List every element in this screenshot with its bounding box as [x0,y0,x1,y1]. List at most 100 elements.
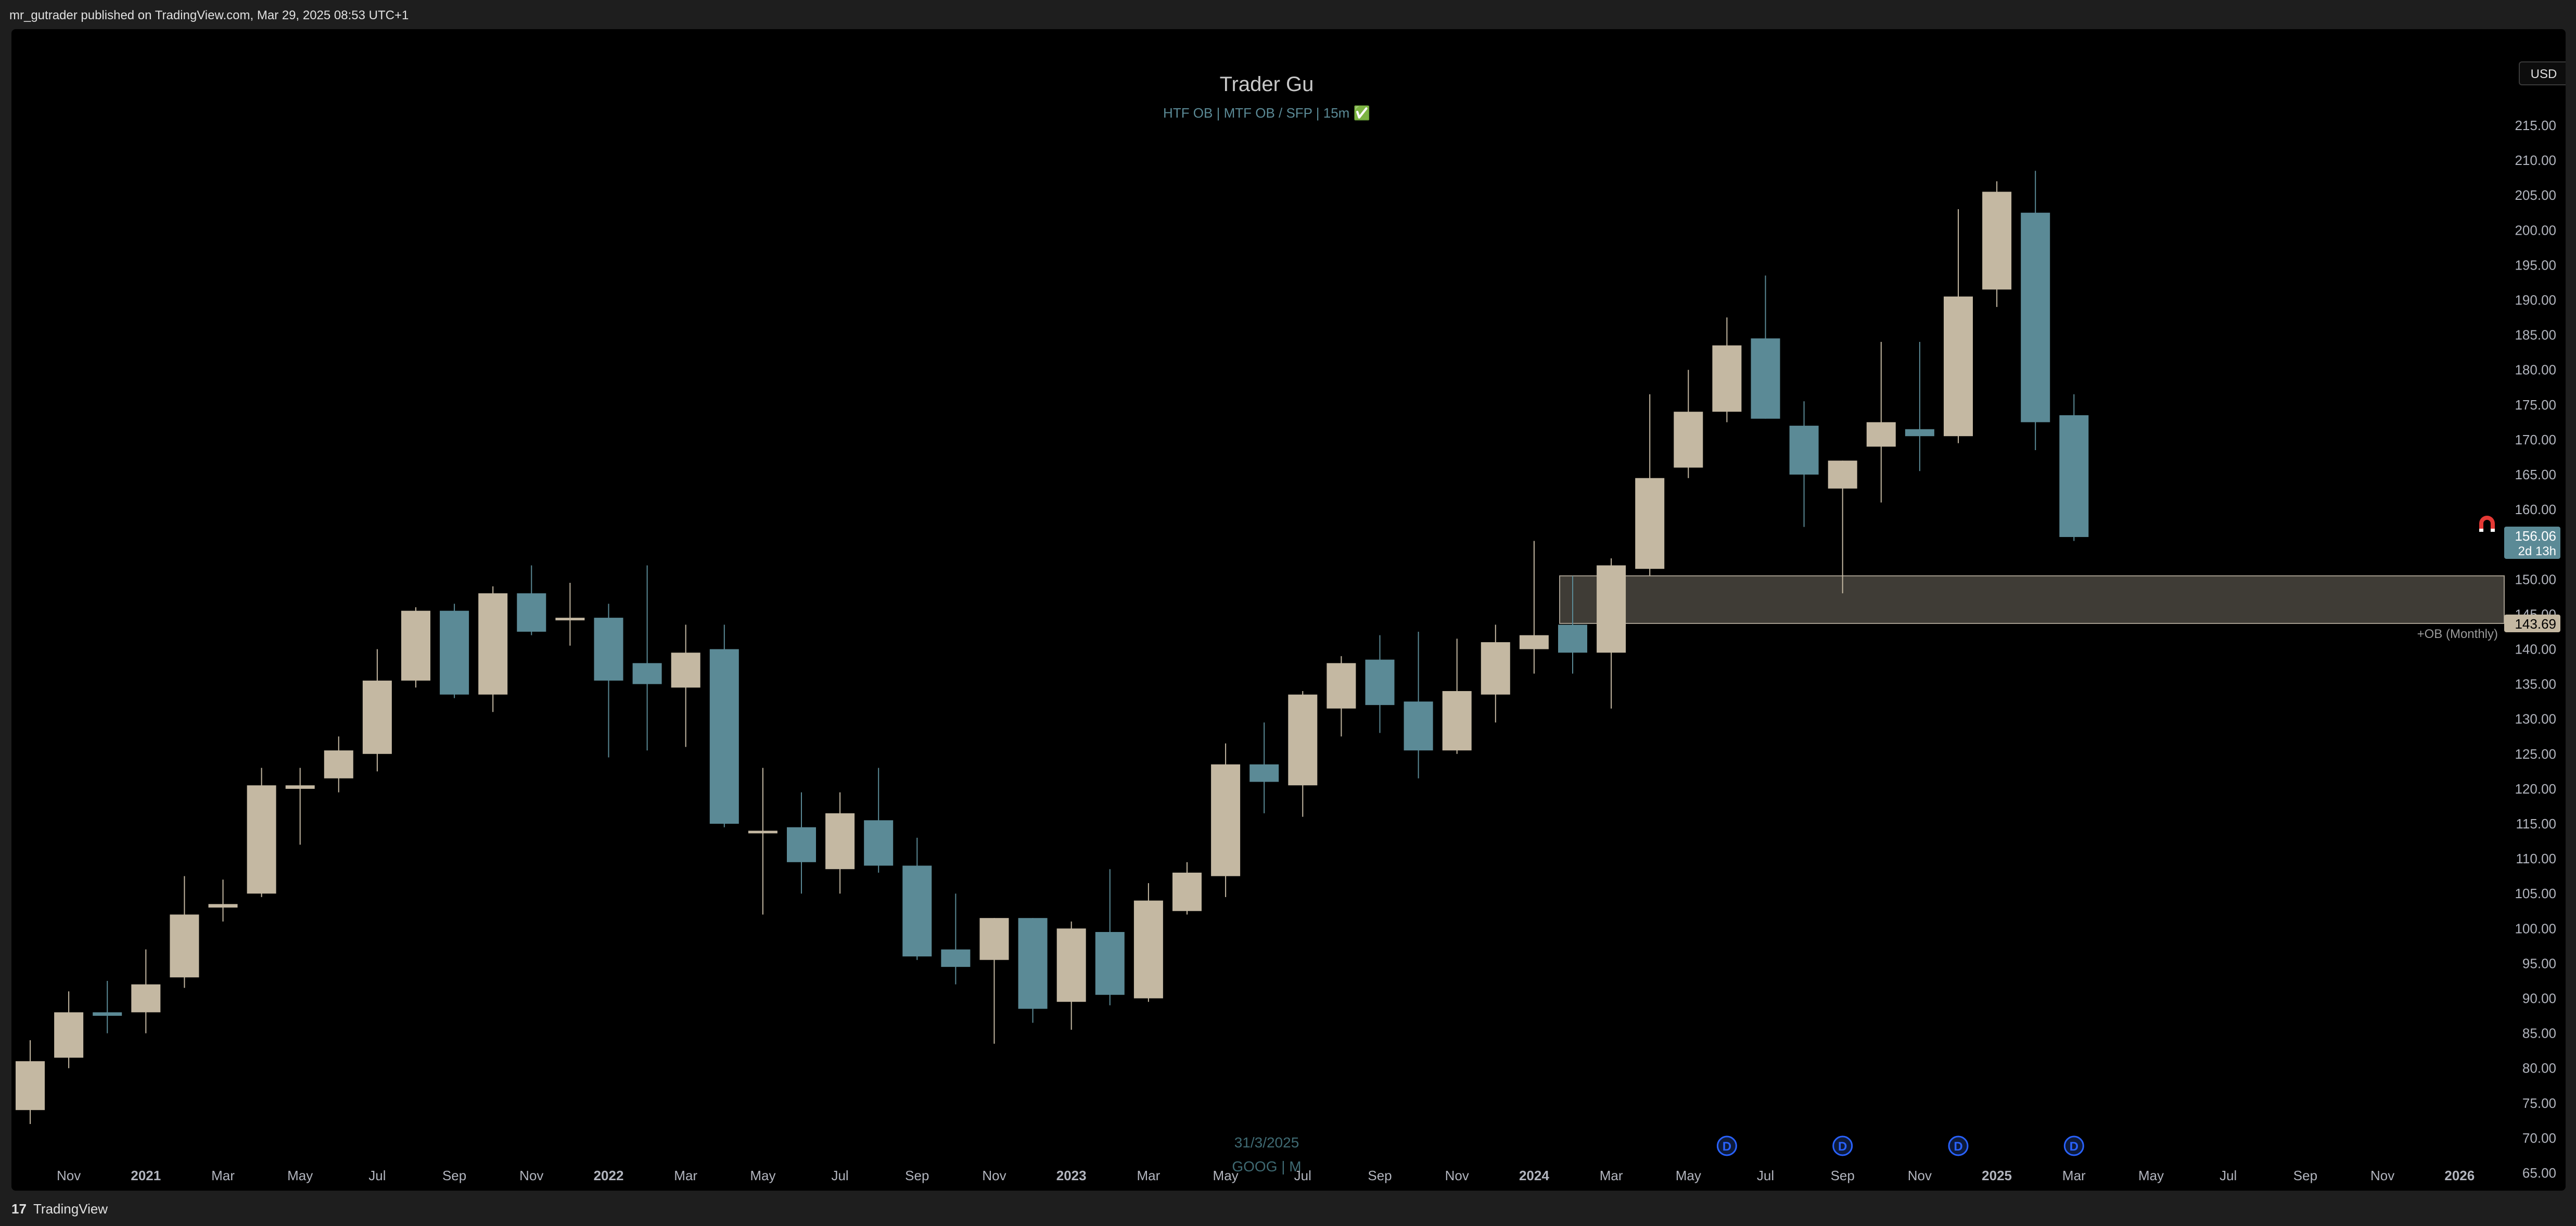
candle [941,893,971,985]
y-axis-tick-label: 90.00 [2522,991,2556,1006]
x-axis-tick-label: May [750,1168,775,1183]
candle [247,768,276,897]
candle [594,604,623,758]
y-axis-tick-label: 180.00 [2515,362,2556,378]
candle [1365,635,1395,733]
candle [1866,342,1896,503]
ob-zone [1559,575,2505,624]
magnet-tip [2479,529,2483,532]
candle-body [1172,872,1202,911]
y-axis-tick-label: 200.00 [2515,222,2556,238]
candle-body [1789,426,1819,475]
x-axis-tick-label: May [2138,1168,2164,1183]
y-axis-tick-label: 110.00 [2516,851,2556,866]
candle [1712,317,1742,423]
x-axis-tick-label: 2024 [1519,1168,1549,1183]
x-axis-tick-label: Jul [1294,1168,1311,1183]
candle-body [1674,412,1703,468]
x-axis-tick-label: 2023 [1056,1168,1087,1183]
candle-body [1866,422,1896,447]
candle [93,980,122,1033]
candle [1597,558,1626,709]
candle-body [362,680,392,754]
tradingview-logo-icon[interactable]: 17 [11,1201,27,1217]
candle-body [440,610,469,695]
x-axis-tick-label: Nov [982,1168,1006,1183]
candle-body [941,949,971,967]
candle-body [131,984,161,1013]
y-axis-tick-label: 190.00 [2515,292,2556,308]
ob-zone-label: +OB (Monthly) [2417,627,2498,641]
candle-body [1635,478,1665,569]
candle-body [864,820,894,866]
x-axis-tick-label: Nov [2370,1168,2394,1183]
x-axis-tick-label: May [287,1168,313,1183]
y-axis-tick-label: 175.00 [2515,397,2556,413]
candle [748,768,777,915]
x-axis-tick-label: 2022 [594,1168,624,1183]
y-axis-tick-label: 95.00 [2522,955,2556,971]
watermark-date: 31/3/2025 [1234,1134,1299,1151]
chart-frame[interactable]: Trader Gu HTF OB | MTF OB / SFP | 15m ✅ … [11,29,2566,1191]
candle-body [1944,296,1973,437]
price-label-box [2504,614,2560,632]
candle [1558,576,1587,674]
candle-body [208,904,238,908]
y-axis-tick-label: 185.00 [2515,327,2556,343]
x-axis-tick-label: Nov [519,1168,543,1183]
x-axis-tick-label: Nov [1445,1168,1469,1183]
dividend-marker [1948,1135,1969,1156]
candle [1442,638,1472,754]
y-axis-tick-label: 65.00 [2522,1165,2556,1181]
y-axis-tick-label: 100.00 [2515,921,2556,936]
candle [1211,743,1241,897]
dividend-marker-label: D [1838,1140,1847,1154]
candle-body [1558,624,1587,653]
candle [1056,921,1086,1030]
candle-body [285,785,315,789]
dividend-marker-label: D [1723,1140,1731,1154]
candle [1172,862,1202,915]
candle-body [1828,461,1857,489]
x-axis-tick-label: Nov [1908,1168,1932,1183]
magnet-tip [2491,529,2495,532]
y-axis-tick-label: 215.00 [2515,118,2556,133]
watermark-symbol: GOOG | M [1232,1158,1302,1174]
candle-body [93,1012,122,1016]
candle [825,792,855,894]
candle-body [247,785,276,894]
y-axis-tick-label: 205.00 [2515,187,2556,203]
candlestick-chart[interactable]: +OB (Monthly) 65.00 70.00 75.00 80.00 85.00 90… [11,29,2566,1191]
y-axis-tick-label: 105.00 [2515,886,2556,901]
candle-body [324,750,353,778]
candle [208,879,238,922]
candle [478,586,508,712]
x-axis-tick-label: Mar [211,1168,235,1183]
y-axis-tick-label: 75.00 [2522,1095,2556,1111]
candle [170,876,199,988]
dividend-marker-label: D [1954,1140,1962,1154]
candle-body [401,610,430,681]
candle [440,604,469,698]
y-axis-tick-label: 115.00 [2516,816,2556,832]
y-axis-tick-label: 85.00 [2522,1026,2556,1041]
candle-body [1133,900,1163,999]
x-axis-tick-label: Mar [1600,1168,1623,1183]
x-axis-tick-label: Jul [2220,1168,2237,1183]
candle-body [902,865,932,956]
magnet-shape [2479,516,2495,532]
candle-body [1751,338,1780,419]
x-axis-tick-label: Jul [831,1168,848,1183]
y-axis-tick-label: 125.00 [2515,746,2556,762]
candle-body [1056,928,1086,1002]
tradingview-brand[interactable]: TradingView [33,1201,108,1217]
y-axis-tick-label: 80.00 [2522,1061,2556,1076]
dividend-marker [1716,1135,1737,1156]
currency-button[interactable]: USD [2519,61,2566,85]
candle [555,583,585,646]
candle [1944,209,1973,443]
dividend-marker-label: D [2070,1140,2078,1154]
price-label-box [2504,526,2560,559]
chart-title: Trader Gu [1219,73,1314,96]
candle [2059,394,2089,541]
